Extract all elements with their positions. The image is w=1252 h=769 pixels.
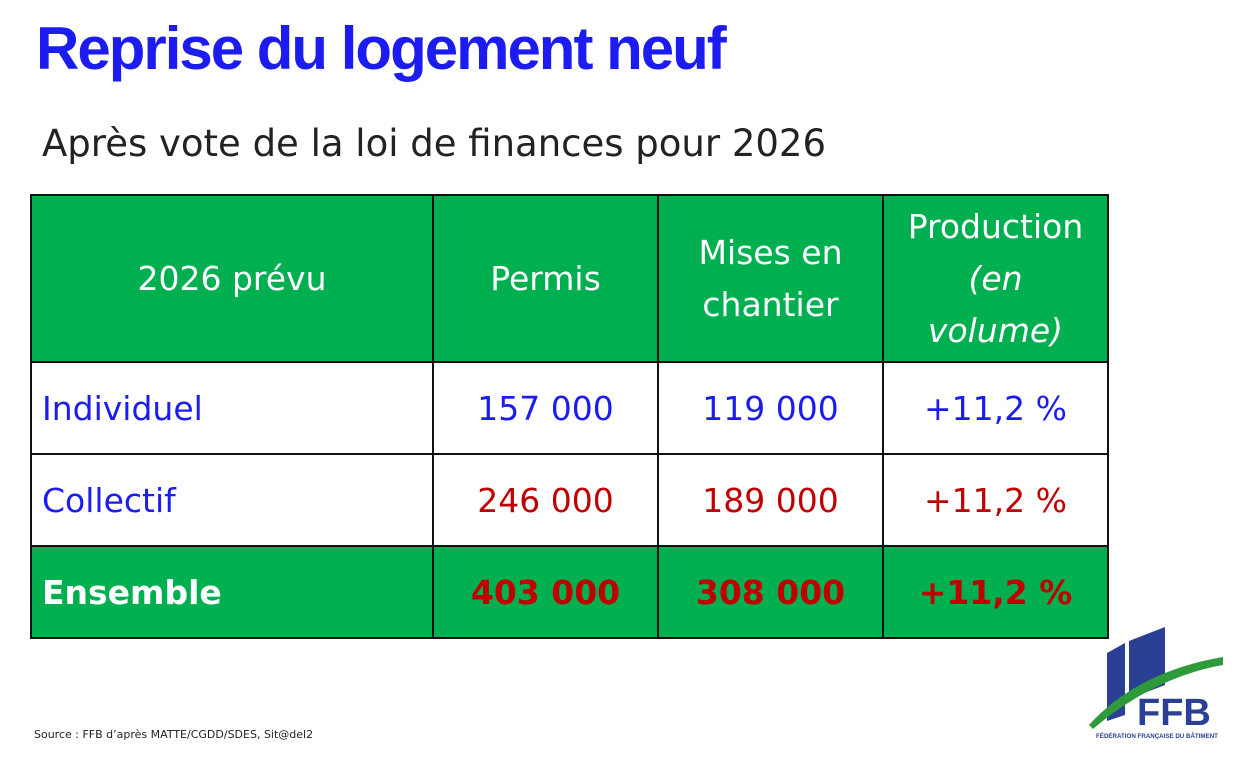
- logo-name: FÉDÉRATION FRANÇAISE DU BÂTIMENT: [1096, 732, 1218, 740]
- cell: 189 000: [657, 453, 884, 547]
- header-text-italic: (en volume): [927, 258, 1064, 350]
- header-text: Mises en chantier: [698, 232, 843, 324]
- row-label: Ensemble: [30, 545, 434, 639]
- data-table: 2026 prévu Permis Mises en chantier Prod…: [30, 194, 1109, 639]
- table-row: Collectif 246 000 189 000 +11,2 %: [30, 453, 1109, 547]
- cell: 308 000: [657, 545, 884, 639]
- logo-swoosh: [1089, 657, 1223, 729]
- header-cell: 2026 prévu: [30, 194, 434, 363]
- cell: 403 000: [432, 545, 659, 639]
- source-note: Source : FFB d’après MATTE/CGDD/SDES, Si…: [34, 728, 314, 741]
- logo-acronym: FFB: [1137, 692, 1211, 734]
- cell: 119 000: [657, 361, 884, 455]
- cell: +11,2 %: [882, 453, 1109, 547]
- header-text: Production: [907, 206, 1084, 246]
- header-cell: Mises en chantier: [657, 194, 884, 363]
- cell: +11,2 %: [882, 361, 1109, 455]
- row-label: Collectif: [30, 453, 434, 547]
- slide-title: Reprise du logement neuf: [36, 15, 727, 82]
- total-row: Ensemble 403 000 308 000 +11,2 %: [30, 545, 1109, 639]
- cell: 157 000: [432, 361, 659, 455]
- header-cell: Permis: [432, 194, 659, 363]
- table-row: Individuel 157 000 119 000 +11,2 %: [30, 361, 1109, 455]
- cell: 246 000: [432, 453, 659, 547]
- header-row: 2026 prévu Permis Mises en chantier Prod…: [30, 194, 1109, 363]
- cell: +11,2 %: [882, 545, 1109, 639]
- header-cell: Production (en volume): [882, 194, 1109, 363]
- row-label: Individuel: [30, 361, 434, 455]
- logo: FFB FÉDÉRATION FRANÇAISE DU BÂTIMENT: [1089, 627, 1223, 740]
- slide-subtitle: Après vote de la loi de finances pour 20…: [42, 122, 826, 165]
